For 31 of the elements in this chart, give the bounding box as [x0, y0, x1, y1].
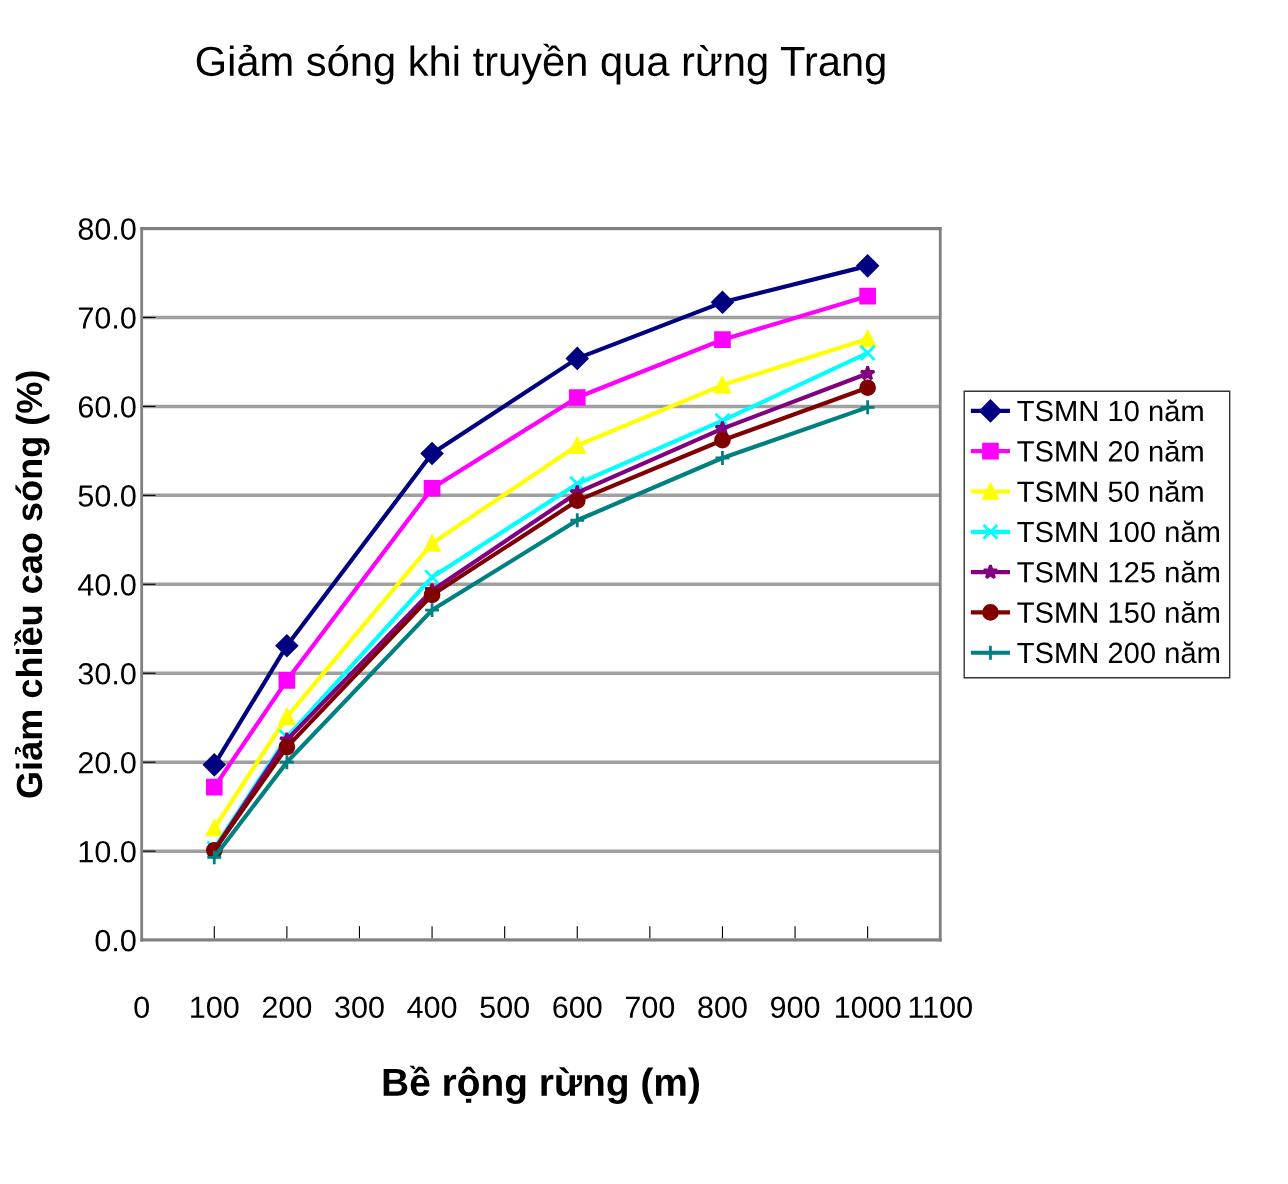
- x-tick-label: 800: [698, 996, 747, 1019]
- legend-label: TSMN 50 năm: [1017, 480, 1203, 503]
- x-tick-label: 900: [770, 996, 820, 1019]
- x-tick-label: 1100: [909, 996, 972, 1019]
- x-tick-label: 500: [480, 996, 529, 1019]
- chart-title: Giảm sóng khi truyền qua rừng Trang: [196, 43, 885, 85]
- y-tick-label: 0.0: [95, 929, 136, 952]
- legend-label: TSMN 125 năm: [1017, 560, 1220, 583]
- x-tick-label: 400: [407, 996, 457, 1019]
- y-tick-label: 80.0: [78, 218, 136, 240]
- legend-label: TSMN 200 năm: [1017, 641, 1220, 664]
- legend-label: TSMN 20 năm: [1017, 439, 1203, 462]
- x-tick-label: 300: [335, 996, 384, 1019]
- y-tick-label: 10.0: [79, 840, 136, 863]
- x-tick-label: 100: [191, 996, 239, 1019]
- x-tick-label: 700: [625, 996, 675, 1019]
- legend-label: TSMN 10 năm: [1017, 399, 1203, 422]
- x-tick-label: 0: [134, 996, 149, 1019]
- legend-label: TSMN 150 năm: [1017, 601, 1220, 623]
- y-tick-label: 20.0: [78, 751, 136, 774]
- x-axis-title: Bề rộng rừng (m): [383, 1065, 699, 1104]
- x-tick-label: 600: [553, 996, 602, 1019]
- x-tick-label: 1000: [835, 996, 901, 1019]
- y-tick-label: 70.0: [78, 307, 136, 329]
- y-tick-label: 50.0: [78, 485, 136, 507]
- y-tick-label: 30.0: [78, 662, 136, 685]
- y-tick-label: 60.0: [78, 396, 136, 418]
- legend-label: TSMN 100 năm: [1017, 520, 1220, 543]
- y-axis-title: Giảm chiều cao sóng (%): [14, 371, 50, 798]
- y-tick-label: 40.0: [78, 574, 136, 596]
- x-tick-label: 200: [262, 996, 312, 1019]
